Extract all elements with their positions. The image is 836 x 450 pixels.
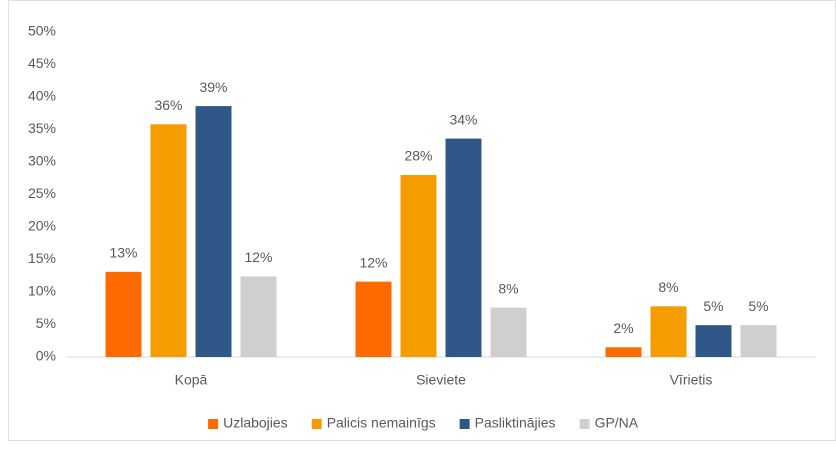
- legend-label: Pasliktinājies: [475, 415, 556, 431]
- bar: [195, 106, 232, 357]
- data-label: 13%: [109, 245, 137, 261]
- x-tick-label: Vīrietis: [670, 372, 713, 388]
- y-tick-label: 25%: [28, 185, 56, 201]
- bar: [650, 306, 687, 357]
- y-tick-label: 30%: [28, 153, 56, 169]
- legend-swatch: [459, 419, 470, 429]
- bar: [740, 325, 777, 357]
- x-tick-label: Kopā: [175, 372, 208, 388]
- data-label: 2%: [613, 320, 633, 336]
- y-tick-label: 20%: [28, 218, 56, 234]
- data-label: 12%: [359, 254, 387, 270]
- y-tick-label: 15%: [28, 250, 56, 266]
- y-tick-label: 40%: [28, 88, 56, 104]
- data-label: 5%: [703, 298, 723, 314]
- data-label: 5%: [748, 298, 768, 314]
- y-tick-label: 35%: [28, 120, 56, 136]
- bar: [605, 347, 642, 357]
- bar: [445, 138, 482, 357]
- data-label: 36%: [154, 97, 182, 113]
- bar: [355, 281, 392, 357]
- bar: [400, 175, 437, 357]
- y-tick-label: 0%: [36, 348, 56, 364]
- data-label: 12%: [244, 249, 272, 265]
- data-label: 8%: [498, 280, 518, 296]
- y-tick-label: 50%: [28, 23, 56, 39]
- legend-label: Palicis nemainīgs: [327, 415, 436, 431]
- data-label: 8%: [658, 279, 678, 295]
- y-tick-label: 45%: [28, 55, 56, 71]
- y-tick-label: 10%: [28, 283, 56, 299]
- data-label: 28%: [404, 148, 432, 164]
- legend-swatch: [208, 419, 219, 429]
- y-tick-label: 5%: [36, 315, 56, 331]
- bar: [240, 276, 277, 357]
- legend-label: GP/NA: [595, 415, 639, 431]
- x-tick-label: Sieviete: [416, 372, 466, 388]
- bar: [490, 307, 527, 357]
- bar: [105, 271, 142, 357]
- data-label: 39%: [199, 79, 227, 95]
- bar: [150, 124, 187, 357]
- legend-swatch: [579, 419, 590, 429]
- data-label: 34%: [449, 111, 477, 127]
- legend-label: Uzlabojies: [223, 415, 288, 431]
- legend-swatch: [311, 419, 322, 429]
- bar: [695, 325, 732, 357]
